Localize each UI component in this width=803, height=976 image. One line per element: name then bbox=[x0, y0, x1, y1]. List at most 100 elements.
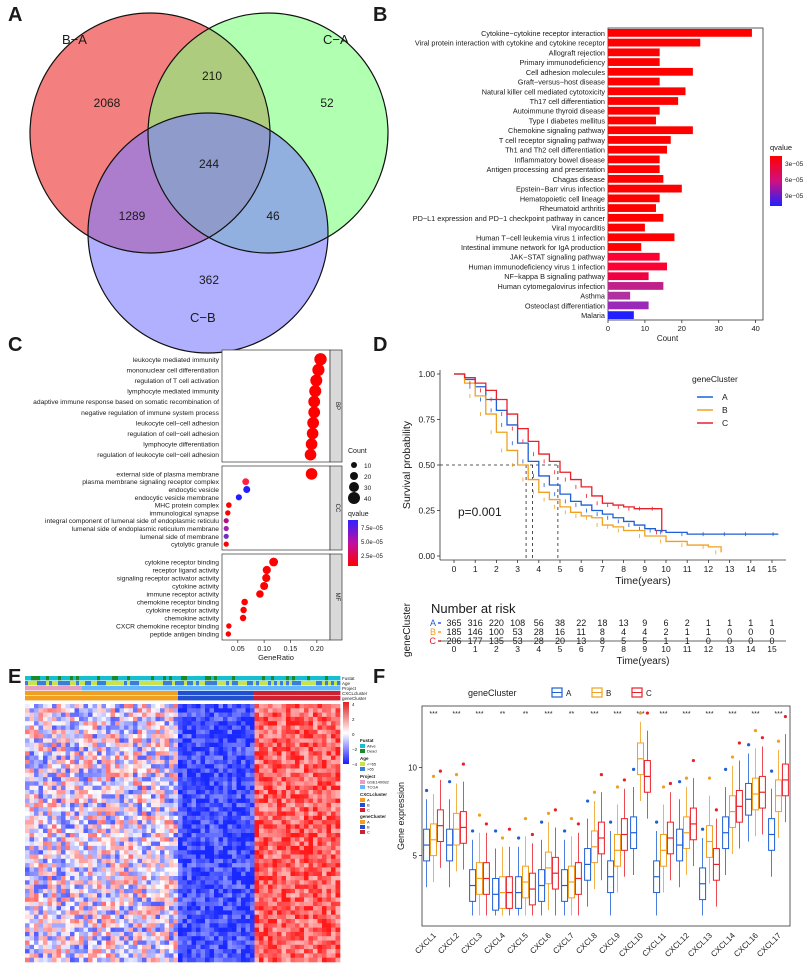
heatmap-cell bbox=[228, 889, 233, 894]
heatmap-annotation-cell bbox=[235, 676, 238, 680]
heatmap-annotation-cell bbox=[139, 681, 142, 685]
heatmap-cell bbox=[174, 730, 179, 735]
heatmap-cell bbox=[106, 846, 111, 851]
heatmap-cell bbox=[223, 820, 228, 825]
heatmap-cell bbox=[133, 898, 138, 903]
heatmap-cell bbox=[30, 790, 35, 795]
heatmap-annotation-cell bbox=[157, 676, 160, 680]
heatmap-cell bbox=[147, 717, 152, 722]
heatmap-cell bbox=[327, 794, 332, 799]
heatmap-cell bbox=[138, 713, 143, 718]
heatmap-cell bbox=[331, 713, 336, 718]
go-dot bbox=[306, 468, 318, 480]
heatmap-cell bbox=[196, 893, 201, 898]
heatmap-cell bbox=[57, 885, 62, 890]
heatmap-cell bbox=[183, 777, 188, 782]
heatmap-cell bbox=[160, 846, 165, 851]
heatmap-cell bbox=[237, 893, 242, 898]
heatmap-annotation-cell bbox=[40, 691, 43, 695]
heatmap-cell bbox=[246, 717, 251, 722]
heatmap-cell bbox=[313, 928, 318, 933]
heatmap-cell bbox=[120, 910, 125, 915]
heatmap-cell bbox=[187, 906, 192, 911]
heatmap-cell bbox=[111, 855, 116, 860]
heatmap-cell bbox=[309, 708, 314, 713]
heatmap-cell bbox=[48, 829, 53, 834]
heatmap-cell bbox=[142, 717, 147, 722]
heatmap-cell bbox=[318, 816, 323, 821]
heatmap-cell bbox=[106, 721, 111, 726]
heatmap-cell bbox=[291, 949, 296, 954]
heatmap-cell bbox=[219, 928, 224, 933]
go-dot bbox=[306, 438, 318, 450]
heatmap-cell bbox=[115, 781, 120, 786]
heatmap-cell bbox=[205, 764, 210, 769]
heatmap-cell bbox=[178, 941, 183, 946]
heatmap-cell bbox=[70, 743, 75, 748]
heatmap-cell bbox=[147, 837, 152, 842]
heatmap-cell bbox=[246, 743, 251, 748]
heatmap-cell bbox=[313, 906, 318, 911]
heatmap-cell bbox=[39, 730, 44, 735]
heatmap-cell bbox=[282, 773, 287, 778]
heatmap-cell bbox=[264, 781, 269, 786]
figure-canvas: B−A C−AC−B206821052128924446362Cytokine−c… bbox=[0, 0, 803, 976]
heatmap-cell bbox=[25, 885, 30, 890]
heatmap-cell bbox=[196, 738, 201, 743]
heatmap-cell bbox=[88, 941, 93, 946]
heatmap-cell bbox=[264, 855, 269, 860]
heatmap-cell bbox=[93, 708, 98, 713]
heatmap-cell bbox=[61, 721, 66, 726]
heatmap-cell bbox=[138, 747, 143, 752]
heatmap-cell bbox=[174, 906, 179, 911]
heatmap-cell bbox=[39, 842, 44, 847]
heatmap-cell bbox=[39, 910, 44, 915]
heatmap-cell bbox=[219, 833, 224, 838]
heatmap-cell bbox=[120, 949, 125, 954]
heatmap-cell bbox=[277, 876, 282, 881]
heatmap-cell bbox=[264, 859, 269, 864]
heatmap-cell bbox=[264, 799, 269, 804]
heatmap-cell bbox=[187, 790, 192, 795]
heatmap-cell bbox=[237, 730, 242, 735]
heatmap-cell bbox=[241, 876, 246, 881]
heatmap-cell bbox=[151, 855, 156, 860]
heatmap-cell bbox=[264, 876, 269, 881]
heatmap-cell bbox=[169, 867, 174, 872]
heatmap-cell bbox=[336, 859, 341, 864]
heatmap-cell bbox=[196, 915, 201, 920]
heatmap-cell bbox=[75, 906, 80, 911]
heatmap-cell bbox=[237, 898, 242, 903]
heatmap-cell bbox=[39, 807, 44, 812]
heatmap-cell bbox=[88, 799, 93, 804]
heatmap-cell bbox=[124, 790, 129, 795]
heatmap-cell bbox=[124, 859, 129, 864]
heatmap-annotation-cell bbox=[298, 676, 301, 680]
heatmap-annotation-cell bbox=[58, 696, 61, 700]
heatmap-cell bbox=[156, 824, 161, 829]
km-x-tick-label: 10 bbox=[661, 564, 671, 574]
heatmap-cell bbox=[250, 885, 255, 890]
heatmap-cell bbox=[183, 760, 188, 765]
heatmap-cell bbox=[57, 889, 62, 894]
heatmap-cell bbox=[336, 867, 341, 872]
heatmap-cell bbox=[304, 863, 309, 868]
go-x-tick-label: 0.05 bbox=[231, 646, 245, 653]
heatmap-annotation-cell bbox=[331, 676, 334, 680]
heatmap-cell bbox=[201, 743, 206, 748]
heatmap-annotation-cell bbox=[313, 696, 316, 700]
heatmap-cell bbox=[160, 812, 165, 817]
heatmap-annotation-cell bbox=[46, 691, 49, 695]
heatmap-cell bbox=[61, 906, 66, 911]
heatmap-annotation-cell bbox=[160, 691, 163, 695]
heatmap-cell bbox=[142, 855, 147, 860]
heatmap-cell bbox=[237, 915, 242, 920]
heatmap-cell bbox=[52, 760, 57, 765]
heatmap-cell bbox=[84, 713, 89, 718]
heatmap-cell bbox=[327, 872, 332, 877]
heatmap-cell bbox=[219, 850, 224, 855]
heatmap-cell bbox=[241, 932, 246, 937]
heatmap-annotation-cell bbox=[160, 681, 163, 685]
heatmap-cell bbox=[133, 842, 138, 847]
heatmap-cell bbox=[115, 885, 120, 890]
